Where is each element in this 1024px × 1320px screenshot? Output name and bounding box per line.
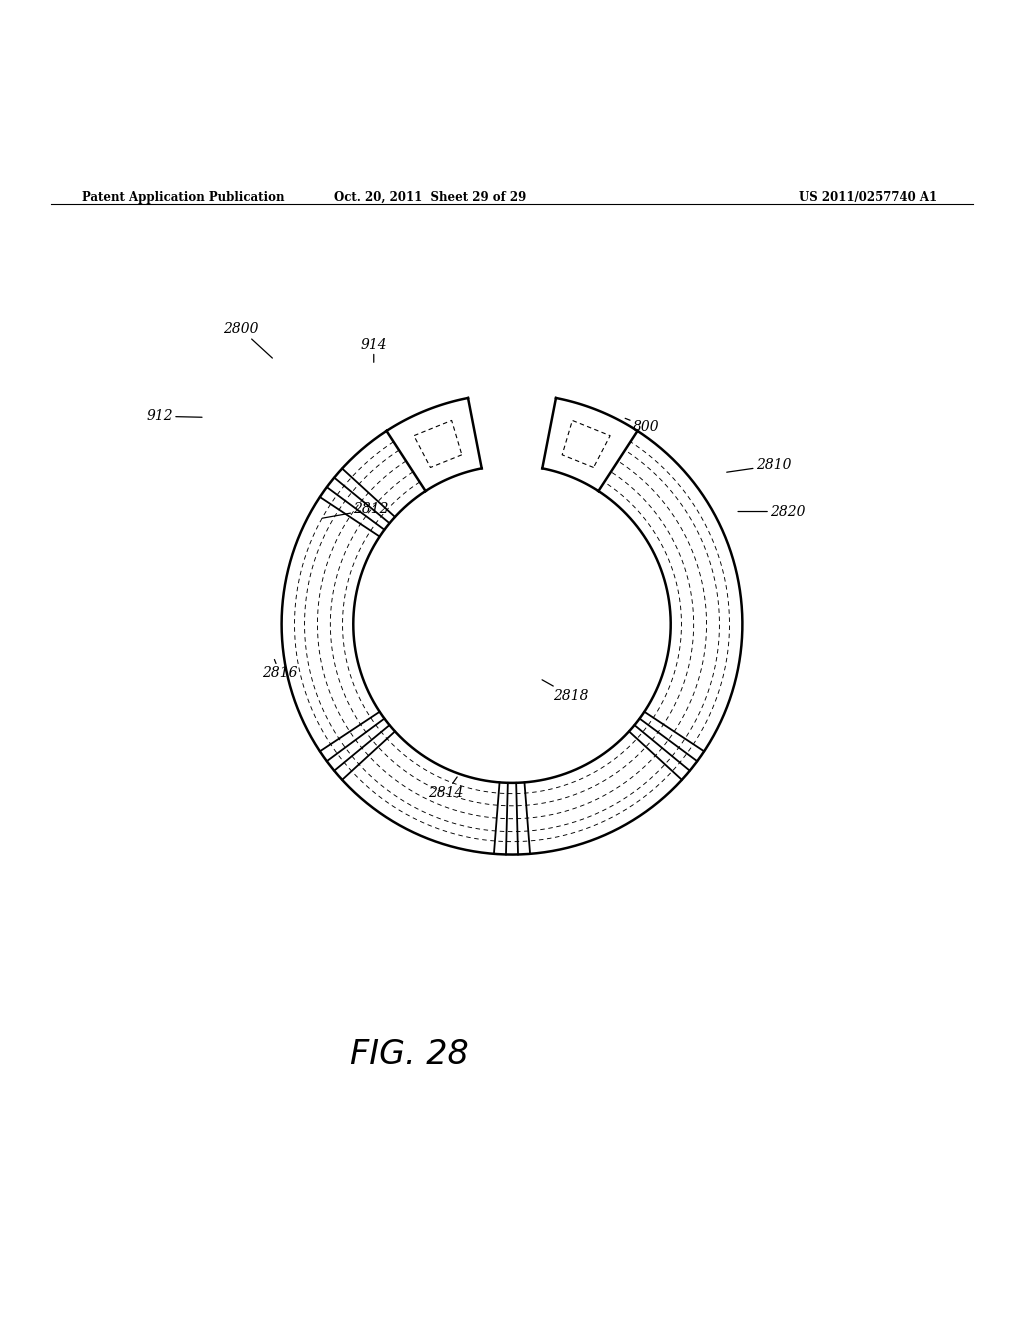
Text: 912: 912 bbox=[146, 409, 202, 424]
Text: FIG. 28: FIG. 28 bbox=[350, 1038, 469, 1071]
Text: Patent Application Publication: Patent Application Publication bbox=[82, 191, 285, 205]
Text: Oct. 20, 2011  Sheet 29 of 29: Oct. 20, 2011 Sheet 29 of 29 bbox=[334, 191, 526, 205]
Text: US 2011/0257740 A1: US 2011/0257740 A1 bbox=[799, 191, 937, 205]
Text: 2800: 2800 bbox=[223, 322, 272, 358]
Text: 2820: 2820 bbox=[738, 504, 806, 519]
Text: 800: 800 bbox=[626, 418, 659, 433]
Text: 2816: 2816 bbox=[262, 660, 298, 680]
Text: 2810: 2810 bbox=[727, 458, 792, 473]
Text: 2812: 2812 bbox=[323, 503, 389, 519]
Text: 914: 914 bbox=[360, 338, 387, 362]
Text: 2818: 2818 bbox=[542, 680, 589, 702]
Text: 2814: 2814 bbox=[428, 777, 464, 800]
